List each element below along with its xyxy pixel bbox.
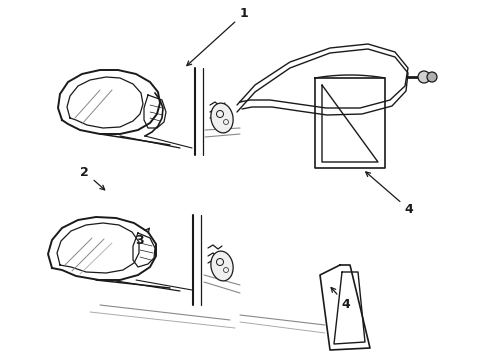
Circle shape <box>427 72 437 82</box>
Text: 2: 2 <box>80 166 105 190</box>
Ellipse shape <box>211 251 233 281</box>
Text: 4: 4 <box>366 172 414 216</box>
Text: 3: 3 <box>135 228 149 247</box>
Ellipse shape <box>211 103 233 133</box>
Text: 4: 4 <box>331 288 350 311</box>
Text: 1: 1 <box>187 7 248 66</box>
Circle shape <box>418 71 430 83</box>
